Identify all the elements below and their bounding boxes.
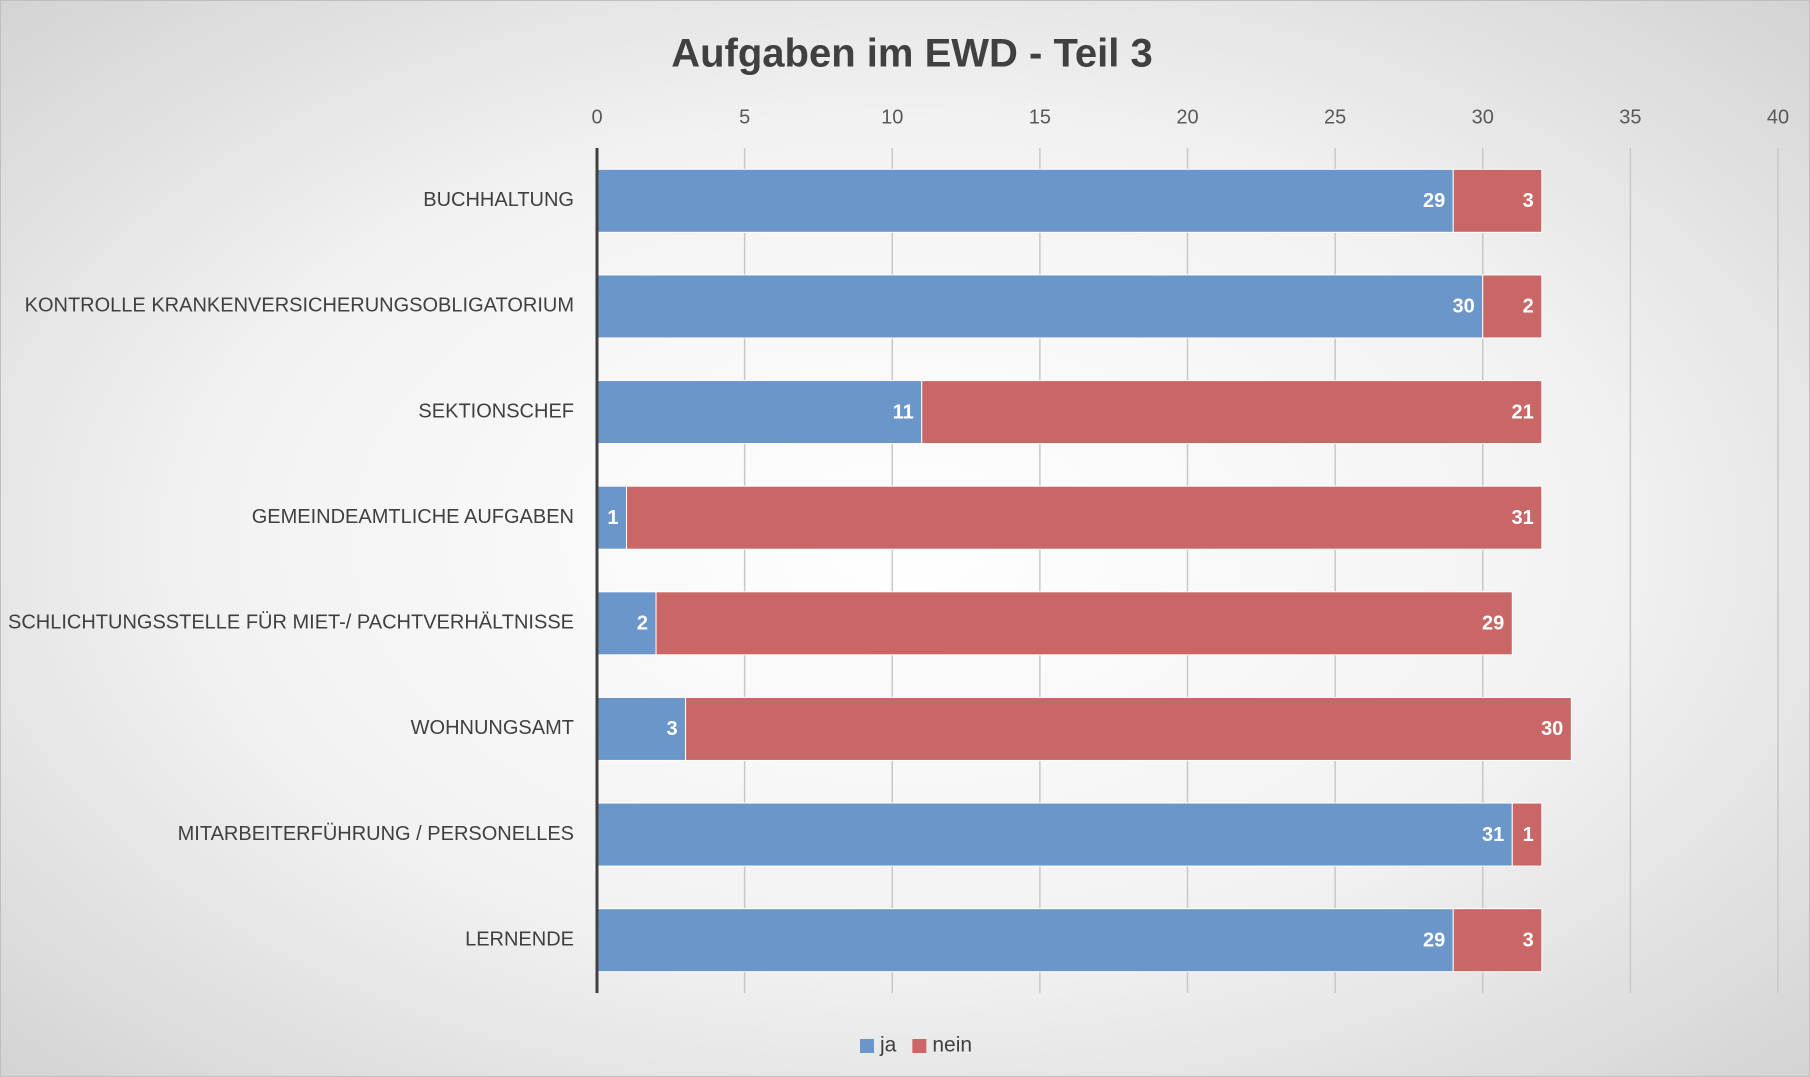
bar-segment [921, 380, 1543, 445]
data-label: 29 [1423, 190, 1445, 212]
y-tick-label: SEKTIONSCHEF [418, 400, 574, 422]
legend-label: nein [932, 1034, 972, 1057]
data-label: 3 [1523, 929, 1534, 951]
x-tick-label: 20 [1176, 106, 1198, 128]
x-tick-label: 0 [591, 106, 602, 128]
legend-label: ja [879, 1034, 897, 1057]
x-tick-label: 25 [1324, 106, 1346, 128]
data-label: 29 [1482, 613, 1504, 635]
data-label: 1 [1523, 824, 1534, 846]
y-tick-label: BUCHHALTUNG [423, 189, 574, 211]
y-tick-label: SCHLICHTUNGSSTELLE FÜR MIET-/ PACHTVERHÄ… [8, 612, 574, 634]
bar-segment [596, 380, 923, 445]
x-tick-label: 5 [739, 106, 750, 128]
data-label: 3 [1523, 190, 1534, 212]
data-label: 29 [1423, 929, 1445, 951]
bar-segment [596, 274, 1484, 339]
y-tick-label: MITARBEITERFÜHRUNG / PERSONELLES [178, 823, 574, 845]
bar-segment [596, 696, 687, 761]
bar-segment [596, 168, 1454, 233]
x-tick-label: 10 [881, 106, 903, 128]
legend-swatch [912, 1039, 927, 1053]
bar-segment [655, 591, 1513, 656]
data-label: 31 [1512, 507, 1534, 529]
y-tick-label: GEMEINDEAMTLICHE AUFGABEN [252, 506, 574, 528]
y-tick-label: WOHNUNGSAMT [411, 717, 574, 739]
bar-segment [596, 485, 628, 550]
x-tick-label: 15 [1029, 106, 1051, 128]
y-tick-label: LERNENDE [465, 928, 574, 950]
data-label: 11 [893, 401, 914, 423]
x-tick-label: 35 [1619, 106, 1641, 128]
bar-segment [596, 591, 657, 656]
x-tick-label: 40 [1767, 106, 1789, 128]
x-tick-label: 30 [1472, 106, 1494, 128]
data-label: 2 [637, 613, 648, 635]
bar-segment [626, 485, 1543, 550]
y-tick-label: KONTROLLE KRANKENVERSICHERUNGSOBLIGATORI… [25, 295, 574, 317]
data-label: 31 [1482, 824, 1504, 846]
bar-segment [685, 696, 1572, 761]
bar-segment [596, 908, 1454, 973]
chart-title: Aufgaben im EWD - Teil 3 [671, 32, 1153, 76]
data-label: 30 [1541, 718, 1563, 740]
data-label: 21 [1512, 401, 1534, 423]
bar-segment [1452, 908, 1543, 973]
bar-segment [1482, 274, 1543, 339]
data-label: 30 [1453, 296, 1475, 318]
data-label: 2 [1523, 296, 1534, 318]
legend-swatch [860, 1039, 874, 1053]
bar-segment [1511, 802, 1543, 867]
bar-segment [1452, 168, 1543, 233]
data-label: 1 [607, 507, 618, 529]
data-label: 3 [666, 718, 677, 740]
bar-segment [596, 802, 1513, 867]
